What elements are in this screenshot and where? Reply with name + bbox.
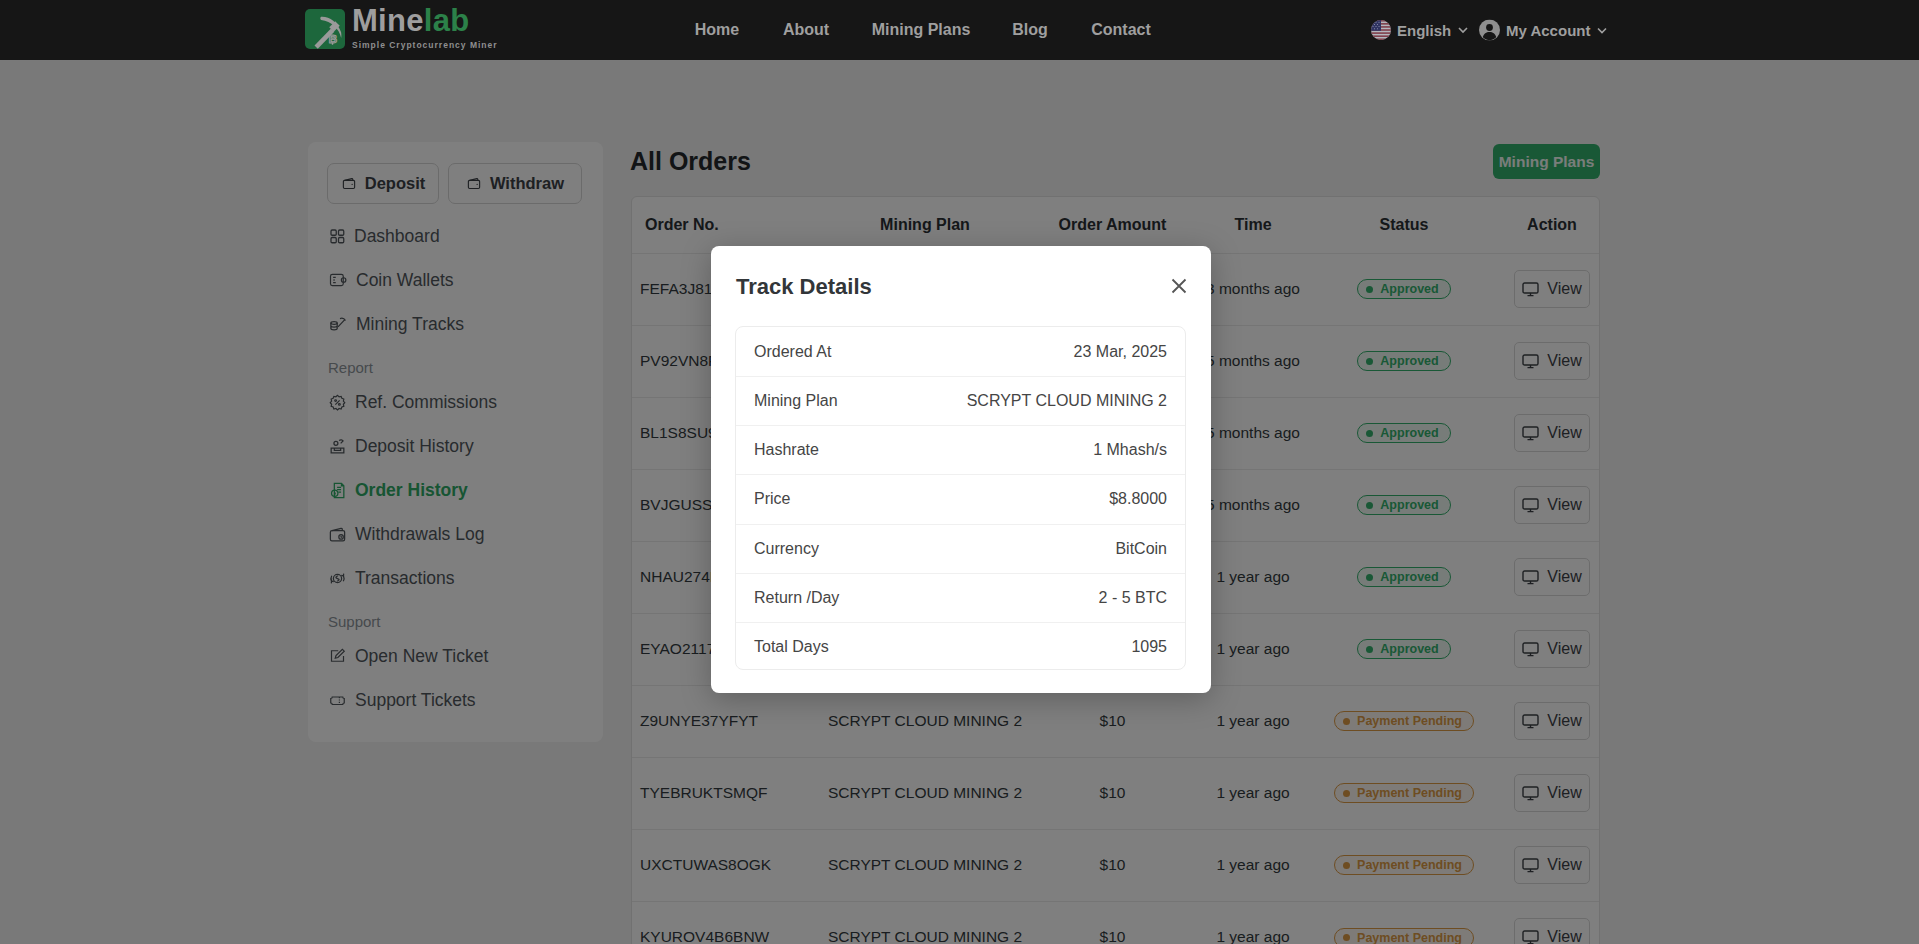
svg-text:B: B [329,33,337,45]
